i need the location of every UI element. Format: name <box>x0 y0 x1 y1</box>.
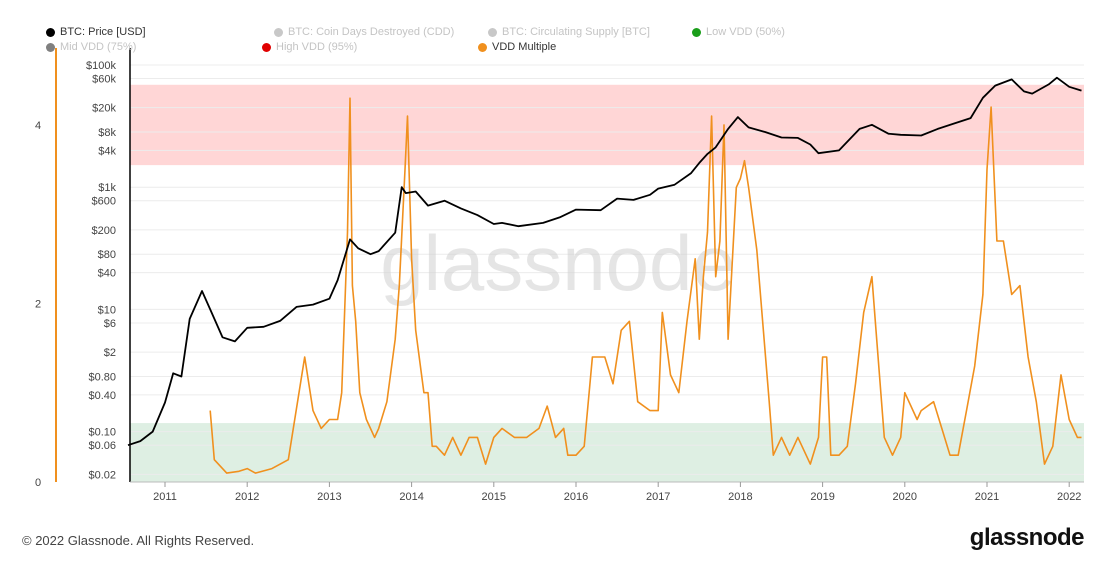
price-tick-label: $2 <box>104 347 116 359</box>
legend-item[interactable]: Mid VDD (75%) <box>46 41 136 53</box>
watermark: glassnode <box>380 219 736 307</box>
x-tick-label: 2016 <box>564 491 588 503</box>
legend-label: Low VDD (50%) <box>706 26 785 38</box>
x-tick-label: 2013 <box>317 491 341 503</box>
vdd-multiple-line <box>209 97 1082 474</box>
legend-item[interactable]: Low VDD (50%) <box>692 26 785 38</box>
legend-label: Mid VDD (75%) <box>60 41 137 53</box>
btc-price-line <box>127 76 1082 447</box>
price-tick-label: $200 <box>92 225 116 237</box>
left-axis: 0 2 4 <box>35 48 57 489</box>
price-tick-label: $600 <box>92 196 116 208</box>
legend-label: High VDD (95%) <box>276 41 358 53</box>
copyright-text: © 2022 Glassnode. All Rights Reserved. <box>22 533 255 548</box>
price-tick-label: $40 <box>98 268 116 280</box>
legend-marker <box>46 42 55 52</box>
legend-item[interactable]: BTC: Circulating Supply [BTC] <box>488 26 650 38</box>
price-tick-label: $4k <box>98 145 116 157</box>
legend-marker <box>692 27 701 37</box>
left-tick-label: 2 <box>35 298 41 310</box>
x-tick-label: 2017 <box>646 491 670 503</box>
price-tick-label: $0.02 <box>88 469 116 481</box>
price-tick-label: $0.10 <box>88 427 116 439</box>
legend-item[interactable]: BTC: Coin Days Destroyed (CDD) <box>274 26 454 38</box>
legend-marker <box>262 42 271 52</box>
price-tick-label: $8k <box>98 127 116 139</box>
x-tick-label: 2011 <box>153 491 177 503</box>
legend: BTC: Price [USD] BTC: Coin Days Destroyed… <box>46 26 1046 58</box>
price-tick-label: $80 <box>98 249 116 261</box>
x-axis: 2011 2012 2013 2014 2015 2016 2017 2018 2019 2020… <box>130 481 1084 503</box>
price-tick-label: $0.80 <box>88 371 116 383</box>
price-tick-label: $20k <box>92 103 116 115</box>
band-high <box>130 84 1084 166</box>
price-tick-label: $60k <box>92 74 116 86</box>
grid-layer <box>130 64 1084 475</box>
legend-label: BTC: Circulating Supply [BTC] <box>502 26 650 38</box>
price-tick-label: $0.40 <box>88 390 116 402</box>
legend-marker <box>274 27 283 37</box>
left-tick-label: 4 <box>35 120 41 132</box>
series-layer <box>127 76 1082 474</box>
legend-label: BTC: Price [USD] <box>60 26 146 38</box>
price-tick-label: $10 <box>98 304 116 316</box>
legend-marker <box>478 42 487 52</box>
x-tick-label: 2014 <box>399 491 423 503</box>
legend-marker <box>46 27 55 37</box>
legend-item[interactable]: BTC: Price [USD] <box>46 26 146 38</box>
left-tick-label: 0 <box>35 477 41 489</box>
x-tick-label: 2018 <box>728 491 752 503</box>
x-tick-label: 2015 <box>482 491 506 503</box>
legend-marker <box>488 27 497 37</box>
x-tick-label: 2012 <box>235 491 259 503</box>
x-tick-label: 2019 <box>810 491 834 503</box>
price-tick-label: $0.06 <box>88 440 116 452</box>
legend-label: VDD Multiple <box>492 41 557 53</box>
legend-label: BTC: Coin Days Destroyed (CDD) <box>288 26 455 38</box>
glassnode-logo: glassnode <box>969 524 1085 551</box>
x-tick-label: 2022 <box>1057 491 1081 503</box>
x-tick-label: 2021 <box>975 491 999 503</box>
price-tick-label: $100k <box>86 60 116 72</box>
price-axis: $0.02 $0.06$0.10 $0.40 $0.80 $2 $6 $10 $40 $80 $2… <box>86 48 131 482</box>
price-tick-label: $1k <box>98 182 116 194</box>
bands-layer <box>130 84 1084 482</box>
legend-item[interactable]: High VDD (95%) <box>262 41 357 53</box>
legend-item[interactable]: VDD Multiple <box>478 41 556 53</box>
x-tick-label: 2020 <box>893 491 917 503</box>
price-tick-label: $6 <box>104 318 116 330</box>
